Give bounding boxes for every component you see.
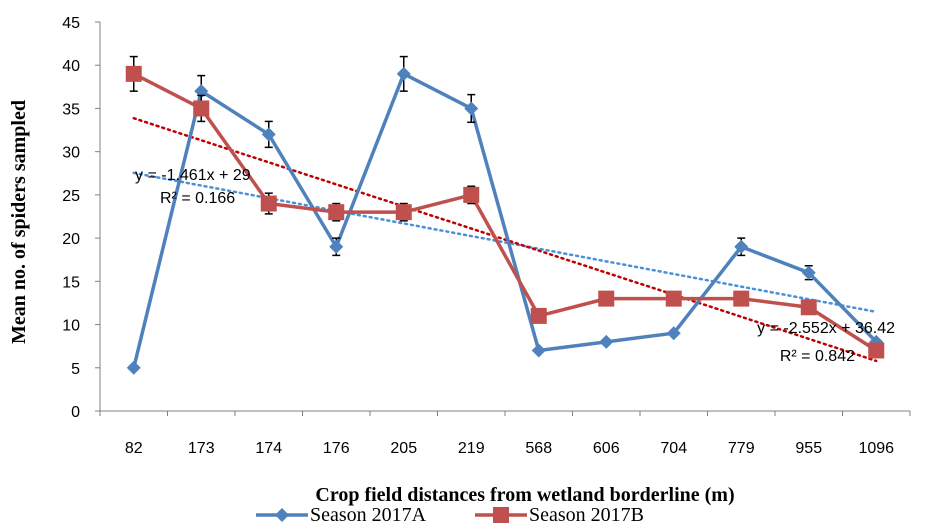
data-point (261, 127, 276, 142)
legend-marker (275, 508, 289, 522)
data-point (125, 65, 142, 82)
data-point (599, 334, 614, 349)
data-point (530, 307, 547, 324)
trendline (132, 171, 878, 314)
y-tick-label: 45 (62, 15, 80, 32)
data-point (464, 101, 479, 116)
y-tick-label: 40 (62, 58, 80, 75)
x-tick-label: 219 (458, 440, 485, 457)
y-tick-label: 10 (62, 318, 80, 335)
x-tick-label: 205 (390, 440, 417, 457)
data-point (126, 360, 141, 375)
x-tick-label: 606 (593, 440, 620, 457)
trendline (132, 116, 878, 363)
data-point (329, 239, 344, 254)
data-point (260, 195, 277, 212)
trendline-equation: y = -1.461x + 29 (135, 167, 251, 184)
data-point (395, 204, 412, 221)
series-line (132, 72, 878, 369)
data-point (800, 299, 817, 316)
y-tick-label: 15 (62, 274, 80, 291)
y-tick-label: 0 (71, 404, 80, 421)
x-axis-title: Crop field distances from wetland border… (315, 484, 734, 506)
y-tick-label: 25 (62, 188, 80, 205)
y-tick-label: 30 (62, 145, 80, 162)
data-point (396, 66, 411, 81)
y-axis-title: Mean no. of spiders sampled (8, 100, 30, 344)
x-tick-label: 955 (795, 440, 822, 457)
data-point (665, 290, 682, 307)
legend: Season 2017A Season 2017B (256, 504, 644, 526)
data-point (734, 239, 749, 254)
legend-marker (493, 507, 509, 523)
y-tick-label: 35 (62, 101, 80, 118)
data-point (193, 100, 210, 117)
data-point (463, 186, 480, 203)
trendline-equation: y = -2.552x + 36.42 (757, 320, 895, 337)
y-tick-label: 20 (62, 231, 80, 248)
data-point (666, 326, 681, 341)
legend-label: Season 2017A (310, 504, 427, 526)
x-tick-label: 176 (323, 440, 350, 457)
series-line (132, 72, 878, 352)
x-tick-label: 1096 (858, 440, 894, 457)
x-tick-label: 82 (125, 440, 143, 457)
legend-label: Season 2017B (529, 504, 644, 526)
data-point (328, 204, 345, 221)
y-tick-label: 5 (71, 361, 80, 378)
x-tick-label: 174 (255, 440, 282, 457)
data-point (868, 342, 885, 359)
data-point (598, 290, 615, 307)
x-tick-label: 704 (660, 440, 687, 457)
x-tick-label: 568 (525, 440, 552, 457)
data-point (733, 290, 750, 307)
data-point (801, 265, 816, 280)
trendline-r2: R² = 0.166 (160, 190, 235, 207)
x-tick-label: 173 (188, 440, 215, 457)
data-point (531, 343, 546, 358)
x-tick-label: 779 (728, 440, 755, 457)
trendline-r2: R² = 0.842 (780, 348, 855, 365)
data-point (194, 84, 209, 99)
